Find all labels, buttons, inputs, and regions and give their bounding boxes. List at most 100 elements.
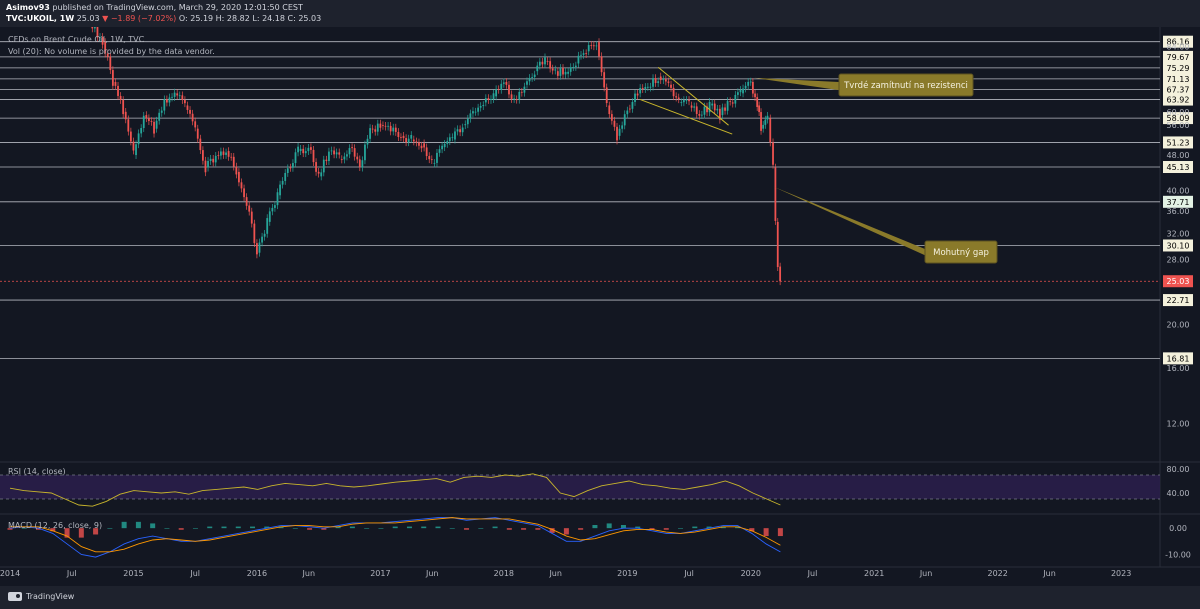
price-tick-label: 28.00 <box>1167 255 1190 264</box>
publish-line: Asimov93 published on TradingView.com, M… <box>6 3 303 12</box>
x-tick-label: Jun <box>1042 569 1056 578</box>
candle-body <box>639 87 642 94</box>
level-label-box <box>1163 352 1193 365</box>
brand-name: TradingView <box>26 592 75 601</box>
tradingview-logo[interactable]: TradingView <box>8 592 74 601</box>
candle-body <box>158 112 161 121</box>
candle-body <box>513 98 516 100</box>
candle-body <box>654 78 657 83</box>
candle-body <box>703 106 706 115</box>
macd-histogram-bar <box>50 528 56 532</box>
candle-body <box>479 106 482 108</box>
candle-body <box>387 125 389 127</box>
candle-body <box>142 115 145 129</box>
last-price-label: 25.03 <box>1167 277 1190 286</box>
candle-body <box>464 124 467 126</box>
macd-histogram-bar <box>406 526 412 529</box>
candle-body <box>636 93 639 96</box>
candle-body <box>618 128 621 136</box>
publish-header: Asimov93 published on TradingView.com, M… <box>0 0 1200 27</box>
candle-body <box>497 89 500 91</box>
candle-body <box>202 150 204 161</box>
candle-body <box>415 141 418 143</box>
volume-note: Vol (20): No volume is provided by the d… <box>8 47 215 56</box>
candle-body <box>724 107 726 111</box>
candle-body <box>106 53 109 57</box>
x-tick-label: 2023 <box>1111 569 1131 578</box>
symbol: TVC:UKOIL, 1W <box>6 14 75 23</box>
candle-body <box>397 131 400 138</box>
candle-body <box>163 99 166 111</box>
candle-body <box>248 205 251 212</box>
candle-body <box>245 197 248 206</box>
candle-body <box>364 144 366 161</box>
macd-legend: MACD (12, 26, close, 9) <box>8 521 103 530</box>
candle-body <box>346 154 348 157</box>
price-tick-label: 12.00 <box>1167 420 1190 429</box>
candle-body <box>652 78 654 87</box>
macd-histogram-bar <box>692 526 698 529</box>
price-tick-label: 84.00 <box>1167 43 1190 52</box>
macd-histogram-bar <box>449 528 455 529</box>
candle-body <box>400 137 402 138</box>
candle-body <box>379 123 382 128</box>
candle-body <box>168 97 171 103</box>
macd-histogram-bar <box>678 528 684 529</box>
candle-body <box>209 158 212 162</box>
candle-body <box>356 156 359 160</box>
price-tick-label: 16.00 <box>1167 364 1190 373</box>
macd-histogram-bar <box>378 528 384 529</box>
price-tick-label: 40.00 <box>1167 186 1190 195</box>
macd-histogram-bar <box>392 526 398 529</box>
level-label: 30.10 <box>1167 241 1190 250</box>
candle-body <box>140 128 143 134</box>
macd-histogram-bar <box>321 528 327 530</box>
x-tick-label: 2017 <box>370 569 390 578</box>
candle-body <box>698 113 701 116</box>
candle-body <box>718 108 721 120</box>
candle-body <box>592 45 595 47</box>
candle-body <box>361 160 364 168</box>
macd-histogram-bar <box>278 526 284 529</box>
candle-body <box>459 129 462 133</box>
macd-tick-label: 0.00 <box>1169 524 1187 533</box>
candle-body <box>490 99 492 101</box>
candle-body <box>402 135 405 139</box>
macd-histogram-bar <box>164 528 170 529</box>
candle-body <box>495 89 498 97</box>
candle-body <box>418 142 420 146</box>
candle-body <box>374 129 377 132</box>
candle-body <box>762 124 765 129</box>
level-label-box <box>1163 136 1193 149</box>
level-label: 58.09 <box>1167 114 1190 123</box>
candle-body <box>266 218 269 234</box>
candle-body <box>734 94 737 104</box>
candle-body <box>742 88 744 94</box>
level-label: 22.71 <box>1167 296 1190 305</box>
candle-body <box>214 155 217 163</box>
candle-body <box>189 109 191 114</box>
macd-histogram-bar <box>135 521 141 529</box>
candle-body <box>405 138 407 143</box>
level-label-box <box>1163 239 1193 252</box>
candle-body <box>389 125 392 132</box>
rsi-tick-label: 80.00 <box>1167 465 1190 474</box>
candle-body <box>569 67 572 72</box>
candle-body <box>474 111 477 113</box>
candle-body <box>330 150 333 152</box>
candle-body <box>711 103 714 106</box>
candle-body <box>546 60 549 62</box>
candle-body <box>598 42 600 57</box>
x-tick-label: 2015 <box>123 569 143 578</box>
candle-body <box>708 101 711 113</box>
candle-body <box>677 97 680 100</box>
publisher-name[interactable]: Asimov93 <box>6 3 50 12</box>
level-label: 86.16 <box>1167 38 1190 47</box>
candle-body <box>307 147 310 152</box>
candle-body <box>178 95 181 97</box>
macd-histogram-bar <box>720 526 726 529</box>
candle-body <box>608 105 611 115</box>
candle-body <box>297 146 299 153</box>
candle-body <box>644 86 647 90</box>
